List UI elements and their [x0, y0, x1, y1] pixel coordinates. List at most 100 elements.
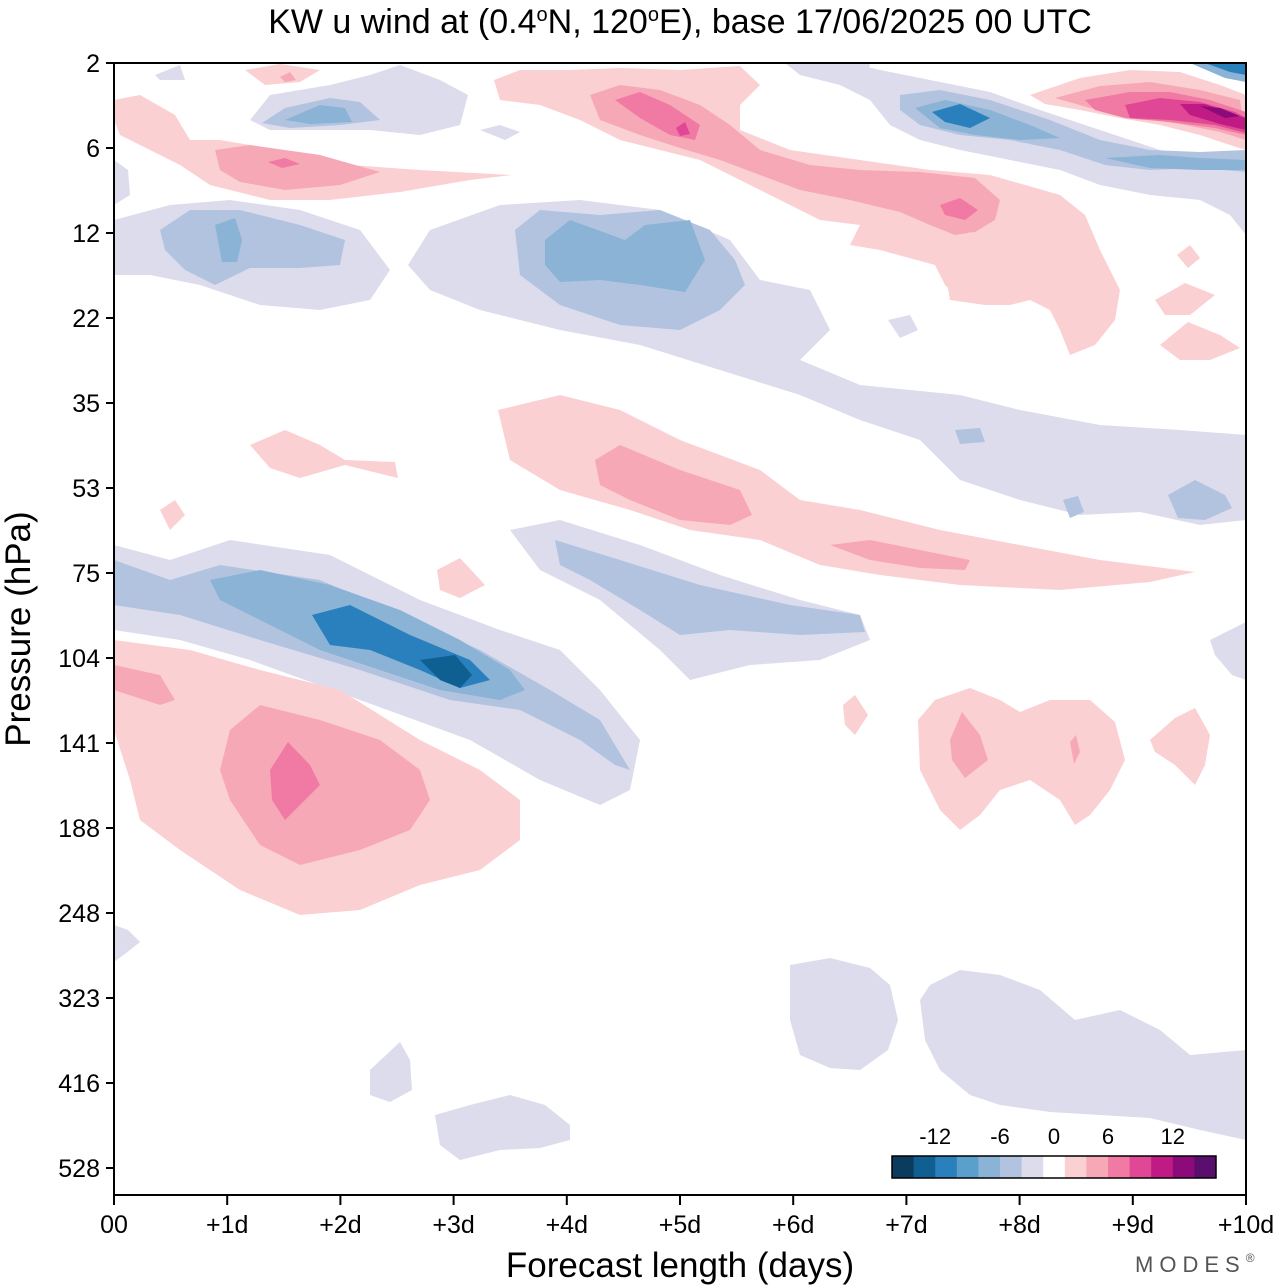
contour-pos-top-strong-4 — [1125, 98, 1246, 133]
contour-neg-lower-c — [790, 958, 898, 1070]
y-tick-label: 528 — [58, 1155, 100, 1183]
colorbar-label: 6 — [1102, 1124, 1114, 1149]
contour-pos-top-e — [280, 72, 296, 82]
contour-neg-top-f — [114, 160, 130, 205]
contour-neg-top-j — [932, 104, 990, 128]
y-tick-label: 75 — [72, 560, 100, 588]
contour-neg-lower-e — [370, 1042, 412, 1102]
colorbar-swatch — [935, 1156, 958, 1178]
contour-pos-lower-a — [918, 688, 1125, 830]
brand-logo-text: MODES® — [1135, 1251, 1261, 1277]
x-tick-label: +2d — [319, 1211, 361, 1239]
contour-pos-top-b — [215, 145, 380, 190]
contour-pos-band-small-b — [1155, 283, 1215, 315]
x-tick-label: +10d — [1218, 1211, 1274, 1239]
y-tick-label: 12 — [72, 220, 100, 248]
contour-neg-9 — [215, 218, 242, 262]
contour-neg-small-g — [1168, 480, 1232, 520]
colorbar-swatch — [1108, 1156, 1131, 1178]
colorbar-legend: -12 -6 0 6 12 — [891, 1124, 1217, 1179]
colorbar-swatch — [978, 1156, 1001, 1178]
colorbar-swatch — [1064, 1156, 1087, 1178]
contour-neg-top-d — [285, 105, 352, 124]
contour-pos-small-b — [437, 558, 485, 598]
colorbar-swatch — [1129, 1156, 1152, 1178]
contour-pos-small-c — [250, 430, 398, 478]
contour-neg-small-d — [888, 315, 918, 338]
contour-neg-top-a — [155, 65, 185, 80]
colorbar-swatch — [956, 1156, 979, 1178]
contour-neg-8 — [160, 210, 345, 285]
x-axis: 00 +1d +2d +3d +4d +5d +6d +7d +8d +9d +10d — [100, 1195, 1274, 1239]
y-tick-label: 53 — [72, 475, 100, 503]
y-tick-label: 323 — [58, 985, 100, 1013]
contour-neg-small-e — [955, 428, 985, 444]
colorbar-swatch — [1043, 1156, 1066, 1178]
contour-pos-top-strong-6 — [1200, 106, 1240, 118]
contour-neg-9b — [545, 220, 705, 292]
contour-pos-2b — [220, 705, 430, 865]
contour-pos-band-small-d — [1177, 245, 1200, 268]
x-tick-label: +8d — [998, 1211, 1040, 1239]
contour-pos-5b — [830, 540, 970, 570]
contour-pos-top-c — [268, 158, 300, 168]
y-tick-label: 141 — [58, 730, 100, 758]
y-tick-label: 22 — [72, 305, 100, 333]
y-tick-label: 248 — [58, 900, 100, 928]
x-tick-label: +5d — [659, 1211, 701, 1239]
contour-pos-lower-d — [1150, 708, 1210, 785]
contour-neg-top-k — [1105, 155, 1246, 170]
colorbar-swatch — [1194, 1156, 1217, 1178]
y-tick-label: 104 — [58, 645, 100, 673]
colorbar-frame — [891, 1155, 1217, 1179]
contour-pos-small-a — [160, 500, 185, 530]
contour-pos-4 — [498, 395, 1195, 590]
x-tick-label: +9d — [1112, 1211, 1154, 1239]
contour-pos-band-small-a — [945, 232, 990, 262]
contour-pos-top-d — [245, 64, 320, 85]
colorbar-swatch — [892, 1156, 915, 1178]
y-tick-label: 416 — [58, 1070, 100, 1098]
colorbar-label: 12 — [1161, 1124, 1185, 1149]
contour-pos-band-4 — [676, 122, 690, 136]
y-axis-label: Pressure (hPa) — [0, 511, 38, 746]
colorbar-swatch — [1000, 1156, 1023, 1178]
contour-neg-lower-f — [435, 1095, 570, 1160]
colorbar-swatch — [1172, 1156, 1195, 1178]
colorbar-swatch — [1086, 1156, 1109, 1178]
contour-pos-lower-e — [843, 695, 868, 735]
y-tick-label: 188 — [58, 815, 100, 843]
x-tick-label: +1d — [206, 1211, 248, 1239]
y-tick-label: 35 — [72, 390, 100, 418]
contour-neg-small-f — [1063, 496, 1084, 518]
x-tick-label: +4d — [546, 1211, 588, 1239]
colorbar-swatch — [1151, 1156, 1174, 1178]
contour-neg-lower-b — [114, 925, 140, 962]
contour-pos-top-a — [114, 95, 512, 200]
colorbar-label: 0 — [1048, 1124, 1060, 1149]
x-tick-label: 00 — [100, 1211, 128, 1239]
contour-neg-top-n — [835, 63, 870, 75]
x-tick-label: +3d — [432, 1211, 474, 1239]
contour-pos-band-small-e — [945, 270, 1015, 305]
colorbar-label: -12 — [919, 1124, 951, 1149]
x-tick-label: +6d — [772, 1211, 814, 1239]
contour-neg-2b — [555, 540, 865, 635]
contour-pos-band-3b — [940, 198, 978, 220]
contour-pos-2 — [114, 665, 175, 705]
y-axis: 2 6 12 22 35 53 75 104 141 188 248 323 416 528 — [58, 50, 114, 1183]
colorbar-label: -6 — [990, 1124, 1010, 1149]
x-tick-label: +7d — [885, 1211, 927, 1239]
contour-pos-3 — [270, 742, 320, 820]
contour-neg-top-m — [1205, 63, 1246, 75]
chart-title: KW u wind at (0.4oN, 120oE), base 17/06/… — [268, 3, 1092, 41]
y-tick-label: 2 — [86, 50, 100, 78]
colorbar-swatch — [913, 1156, 936, 1178]
contour-field — [114, 63, 1246, 1160]
contour-neg-lower-d — [920, 970, 1246, 1140]
contour-pos-5 — [595, 445, 752, 525]
y-tick-label: 6 — [86, 135, 100, 163]
x-axis-label: Forecast length (days) — [506, 1246, 854, 1285]
contour-neg-lower-a — [1210, 622, 1246, 680]
